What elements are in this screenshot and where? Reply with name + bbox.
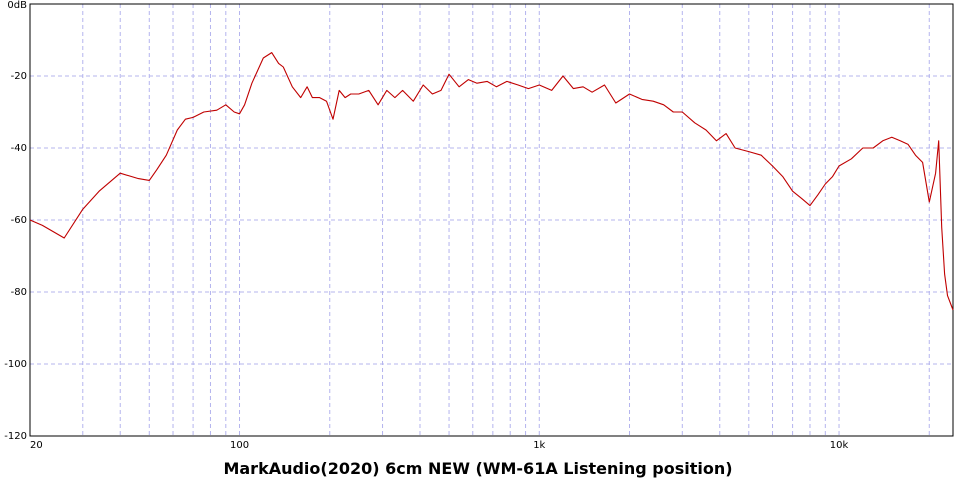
x-tick-label: 20 (30, 440, 43, 451)
chart-title: MarkAudio(2020) 6cm NEW (WM-61A Listenin… (223, 459, 732, 478)
y-axis-ticks: 0dB -20 -40 -60 -80 -100 -120 (4, 0, 27, 442)
y-tick-label: -80 (11, 287, 27, 298)
grid-lines (30, 4, 953, 436)
series-line (29, 52, 954, 311)
x-tick-label: 1k (533, 440, 545, 451)
series-group (29, 52, 954, 311)
y-tick-label: -60 (11, 215, 27, 226)
x-tick-label: 100 (230, 440, 249, 451)
y-tick-label: -40 (11, 143, 27, 154)
x-axis-ticks: 20 100 1k 10k (30, 440, 848, 451)
y-tick-label: -120 (4, 431, 27, 442)
y-tick-label: 0dB (7, 0, 27, 11)
x-tick-label: 10k (830, 440, 849, 451)
y-tick-label: -20 (11, 71, 27, 82)
y-tick-label: -100 (4, 359, 27, 370)
